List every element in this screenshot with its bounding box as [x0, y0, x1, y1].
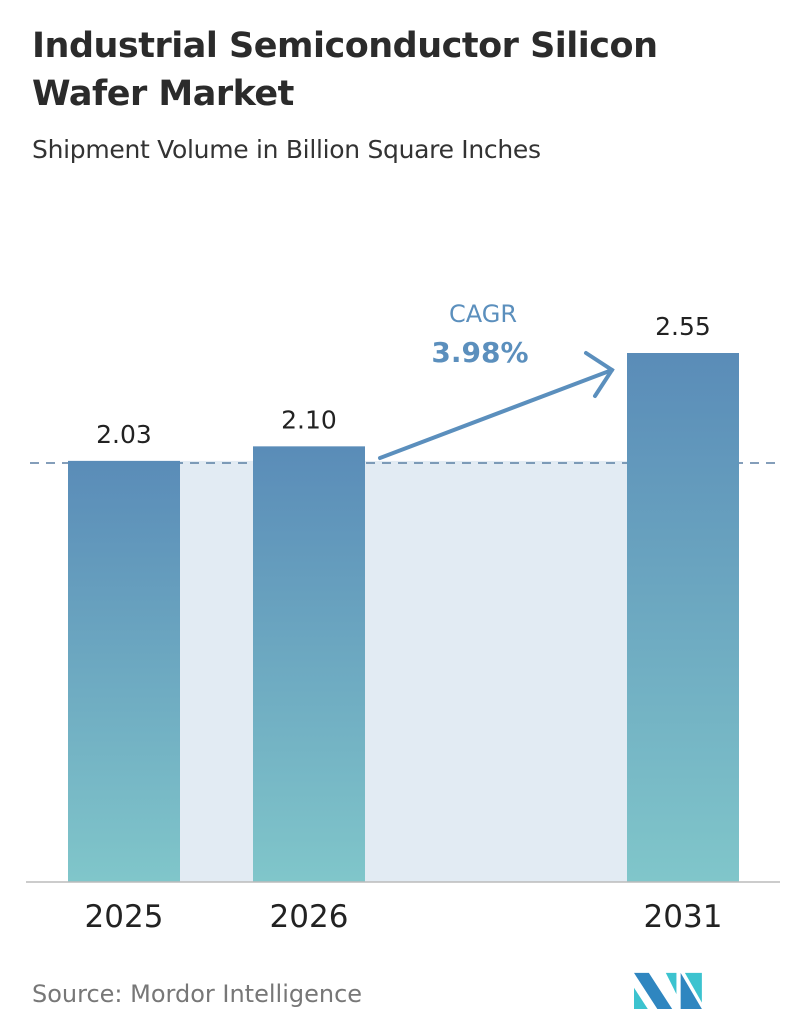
bar-2026 — [253, 446, 365, 882]
source-text: Source: Mordor Intelligence — [32, 980, 363, 1008]
cagr-label: CAGR — [449, 300, 517, 328]
x-tick-label-2031: 2031 — [644, 899, 723, 935]
bar-2025 — [68, 460, 180, 882]
cagr-arrow — [378, 351, 615, 460]
bar-2031 — [627, 353, 739, 882]
cagr-value: 3.98% — [431, 336, 528, 369]
chart-title: Industrial Semiconductor Silicon Wafer M… — [32, 26, 658, 114]
highlight-band — [180, 460, 627, 882]
mordor-logo — [634, 972, 702, 1009]
data-label-2025: 2.03 — [96, 420, 152, 449]
chart-subtitle: Shipment Volume in Billion Square Inches — [32, 135, 541, 164]
x-tick-label-2025: 2025 — [85, 899, 164, 935]
data-label-2031: 2.55 — [655, 312, 711, 341]
x-tick-label-2026: 2026 — [270, 899, 349, 935]
data-label-2026: 2.10 — [281, 405, 337, 434]
